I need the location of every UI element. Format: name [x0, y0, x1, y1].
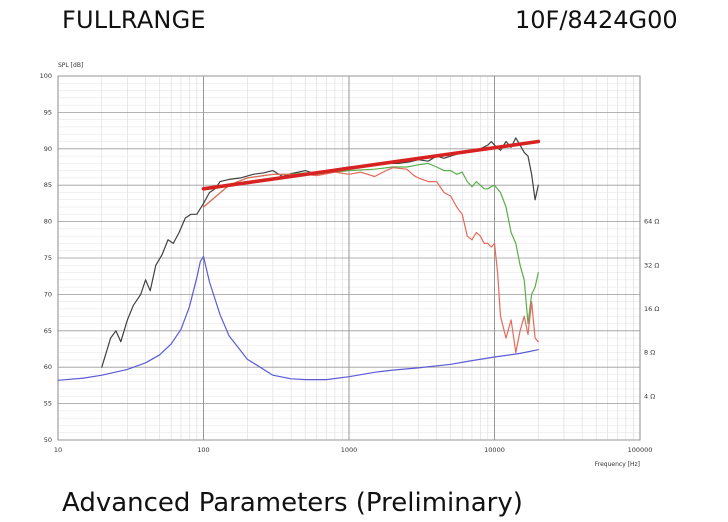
impedance-tick-label: 8 Ω — [644, 349, 655, 357]
series-line-4 — [57, 255, 539, 381]
product-category-title: FULLRANGE — [62, 6, 206, 34]
x-axis-label: Frequency [Hz] — [595, 461, 640, 468]
product-model-title: 10F/8424G00 — [515, 6, 678, 34]
x-tick-label: 10 — [54, 446, 62, 454]
x-tick-label: 10000 — [484, 446, 505, 454]
y-tick-label: 100 — [40, 72, 52, 80]
series-line-3 — [202, 167, 539, 354]
x-tick-label: 1000 — [341, 446, 358, 454]
x-tick-label: 100 — [197, 446, 209, 454]
y-tick-label: 70 — [44, 290, 52, 298]
impedance-tick-label: 32 Ω — [644, 261, 659, 269]
impedance-tick-label: 64 Ω — [644, 218, 659, 226]
y-tick-label: 85 — [44, 181, 52, 189]
y-tick-label: 90 — [44, 145, 52, 153]
series-line-5 — [201, 139, 541, 191]
y-tick-label: 55 — [44, 400, 52, 408]
series-layer — [57, 137, 541, 381]
section-heading: Advanced Parameters (Preliminary) — [62, 488, 523, 518]
y-tick-label: 75 — [44, 254, 52, 262]
y-axis-label: SPL [dB] — [58, 62, 83, 69]
y-tick-label: 50 — [44, 436, 52, 444]
tick-labels: 50 55 60 65 70 75 80 85 90 95 100 10 100 1000 10000 100… — [40, 72, 660, 454]
y-tick-label: 65 — [44, 327, 52, 335]
y-tick-label: 80 — [44, 218, 52, 226]
x-tick-label: 100000 — [628, 446, 653, 454]
y-tick-label: 60 — [44, 363, 52, 371]
impedance-tick-label: 16 Ω — [644, 305, 659, 313]
frequency-response-chart: 50 55 60 65 70 75 80 85 90 95 100 10 100 1000 10000 100… — [40, 62, 660, 468]
impedance-tick-label: 4 Ω — [644, 392, 655, 400]
major-grid — [57, 75, 641, 441]
y-tick-label: 95 — [44, 108, 52, 116]
